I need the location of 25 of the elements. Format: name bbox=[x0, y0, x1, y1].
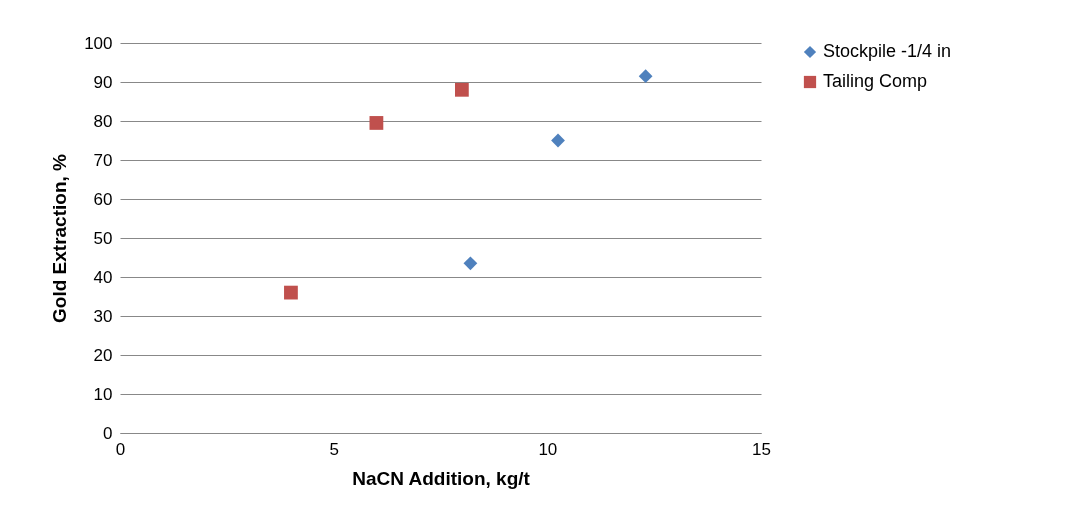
y-tick-label: 30 bbox=[93, 306, 113, 326]
legend-label: Tailing Comp bbox=[823, 71, 928, 91]
y-tick-label: 80 bbox=[93, 111, 113, 131]
x-tick-label: 0 bbox=[115, 439, 126, 459]
y-tick-label: 10 bbox=[93, 384, 113, 404]
y-tick-label: 40 bbox=[93, 267, 113, 287]
legend-label: Stockpile -1/4 in bbox=[823, 41, 952, 61]
y-tick-label: 90 bbox=[93, 72, 113, 92]
point bbox=[284, 285, 298, 300]
y-tick-label: 70 bbox=[93, 150, 113, 170]
x-tick-label: 5 bbox=[329, 439, 339, 459]
y-tick-label: 100 bbox=[84, 33, 113, 53]
x-axis-title: NaCN Addition, kg/t bbox=[352, 467, 531, 489]
point bbox=[551, 133, 565, 148]
x-tick-label: 15 bbox=[752, 439, 771, 459]
point bbox=[463, 256, 478, 271]
y-tick-label: 50 bbox=[93, 228, 113, 248]
y-tick-label: 20 bbox=[93, 345, 113, 365]
y-tick-label: 0 bbox=[103, 423, 113, 443]
point bbox=[638, 69, 653, 84]
x-tick-label: 10 bbox=[538, 439, 558, 459]
point bbox=[454, 82, 469, 97]
y-tick-label: 60 bbox=[93, 189, 113, 209]
point bbox=[369, 116, 384, 130]
y-axis-title: Gold Extraction, % bbox=[49, 153, 71, 323]
